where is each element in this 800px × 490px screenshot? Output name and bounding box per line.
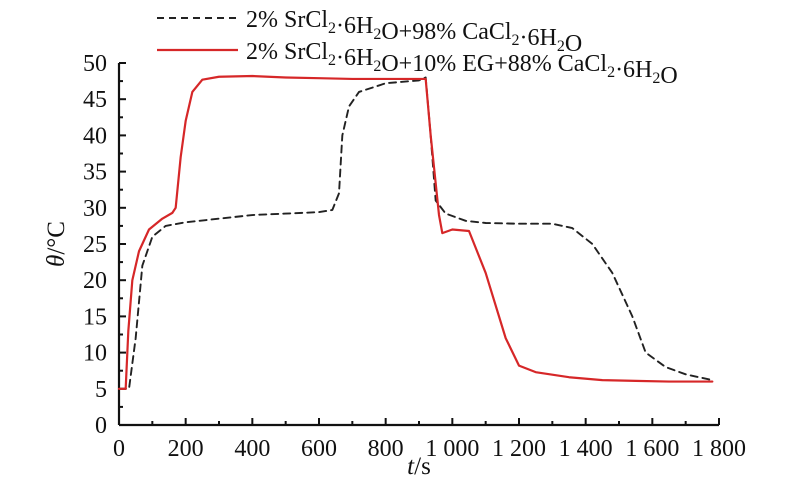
x-tick-label: 1 200 [492, 436, 546, 462]
series-line-2 [117, 74, 714, 390]
x-tick-label: 1 800 [692, 436, 746, 462]
legend-subscript: 2 [328, 52, 336, 69]
x-tick-label: 800 [368, 436, 404, 462]
x-axis-title: t/s [407, 453, 431, 480]
y-tick-label: 40 [83, 123, 107, 149]
legend-subscript: 2 [512, 32, 520, 49]
chart-axes: 0 5 10 15 20 25 30 35 40 45 50 0 200 400 600 800 1 000 1 … [83, 51, 746, 462]
legend-text-part: ·6H [615, 57, 652, 83]
y-axis-title-part: θ [43, 255, 70, 267]
y-tick-label: 10 [83, 341, 107, 367]
x-axis-title-part: /s [414, 453, 431, 480]
legend-text-part: ·6H [336, 13, 373, 39]
legend-subscript: 2 [328, 20, 336, 37]
legend-subscript: 2 [652, 70, 660, 87]
legend-text-part: O [565, 31, 582, 57]
legend-text-part: 2% SrCl [246, 7, 328, 33]
legend-label-2: 2% SrCl2·6H2O+10% EG+88% CaCl2·6H2O [246, 39, 678, 89]
y-axis-title: θ/°C [43, 221, 70, 267]
legend-subscript: 2 [557, 38, 565, 55]
y-tick-label: 5 [95, 377, 107, 403]
x-tick-label: 200 [168, 436, 204, 462]
x-tick-label: 1 600 [625, 436, 679, 462]
legend-label-1: 2% SrCl2·6H2O+98% CaCl2·6H2O [246, 7, 582, 57]
chart-axis-titles: t/s θ/°C [43, 221, 431, 480]
y-tick-label: 50 [83, 51, 107, 77]
legend-subscript: 2 [373, 58, 381, 75]
x-tick-label: 0 [113, 436, 125, 462]
x-tick-label: 1 000 [425, 436, 479, 462]
legend-text-part: 2% SrCl [246, 39, 328, 65]
y-tick-label: 25 [83, 232, 107, 258]
legend-text-part: ·6H [520, 25, 557, 51]
y-tick-label: 45 [83, 87, 107, 113]
y-tick-label: 30 [83, 196, 107, 222]
y-axis-title-part: /°C [43, 221, 70, 255]
y-tick-label: 20 [83, 268, 107, 294]
chart-series-group [117, 74, 714, 390]
y-tick-label: 35 [83, 160, 107, 186]
legend-text-part: O+10% EG+88% CaCl [381, 51, 607, 77]
legend-text-part: O+98% CaCl [381, 19, 512, 45]
legend-subscript: 2 [373, 26, 381, 43]
x-tick-label: 1 400 [559, 436, 613, 462]
y-tick-label: 0 [95, 413, 107, 439]
series-line-1 [118, 76, 714, 390]
legend-subscript: 2 [607, 64, 615, 81]
x-axis-title-part: t [407, 453, 415, 480]
legend-text-part: ·6H [336, 45, 373, 71]
y-tick-label: 15 [83, 304, 107, 330]
x-tick-label: 400 [234, 436, 270, 462]
x-tick-label: 600 [301, 436, 337, 462]
legend-text-part: O [660, 63, 677, 89]
